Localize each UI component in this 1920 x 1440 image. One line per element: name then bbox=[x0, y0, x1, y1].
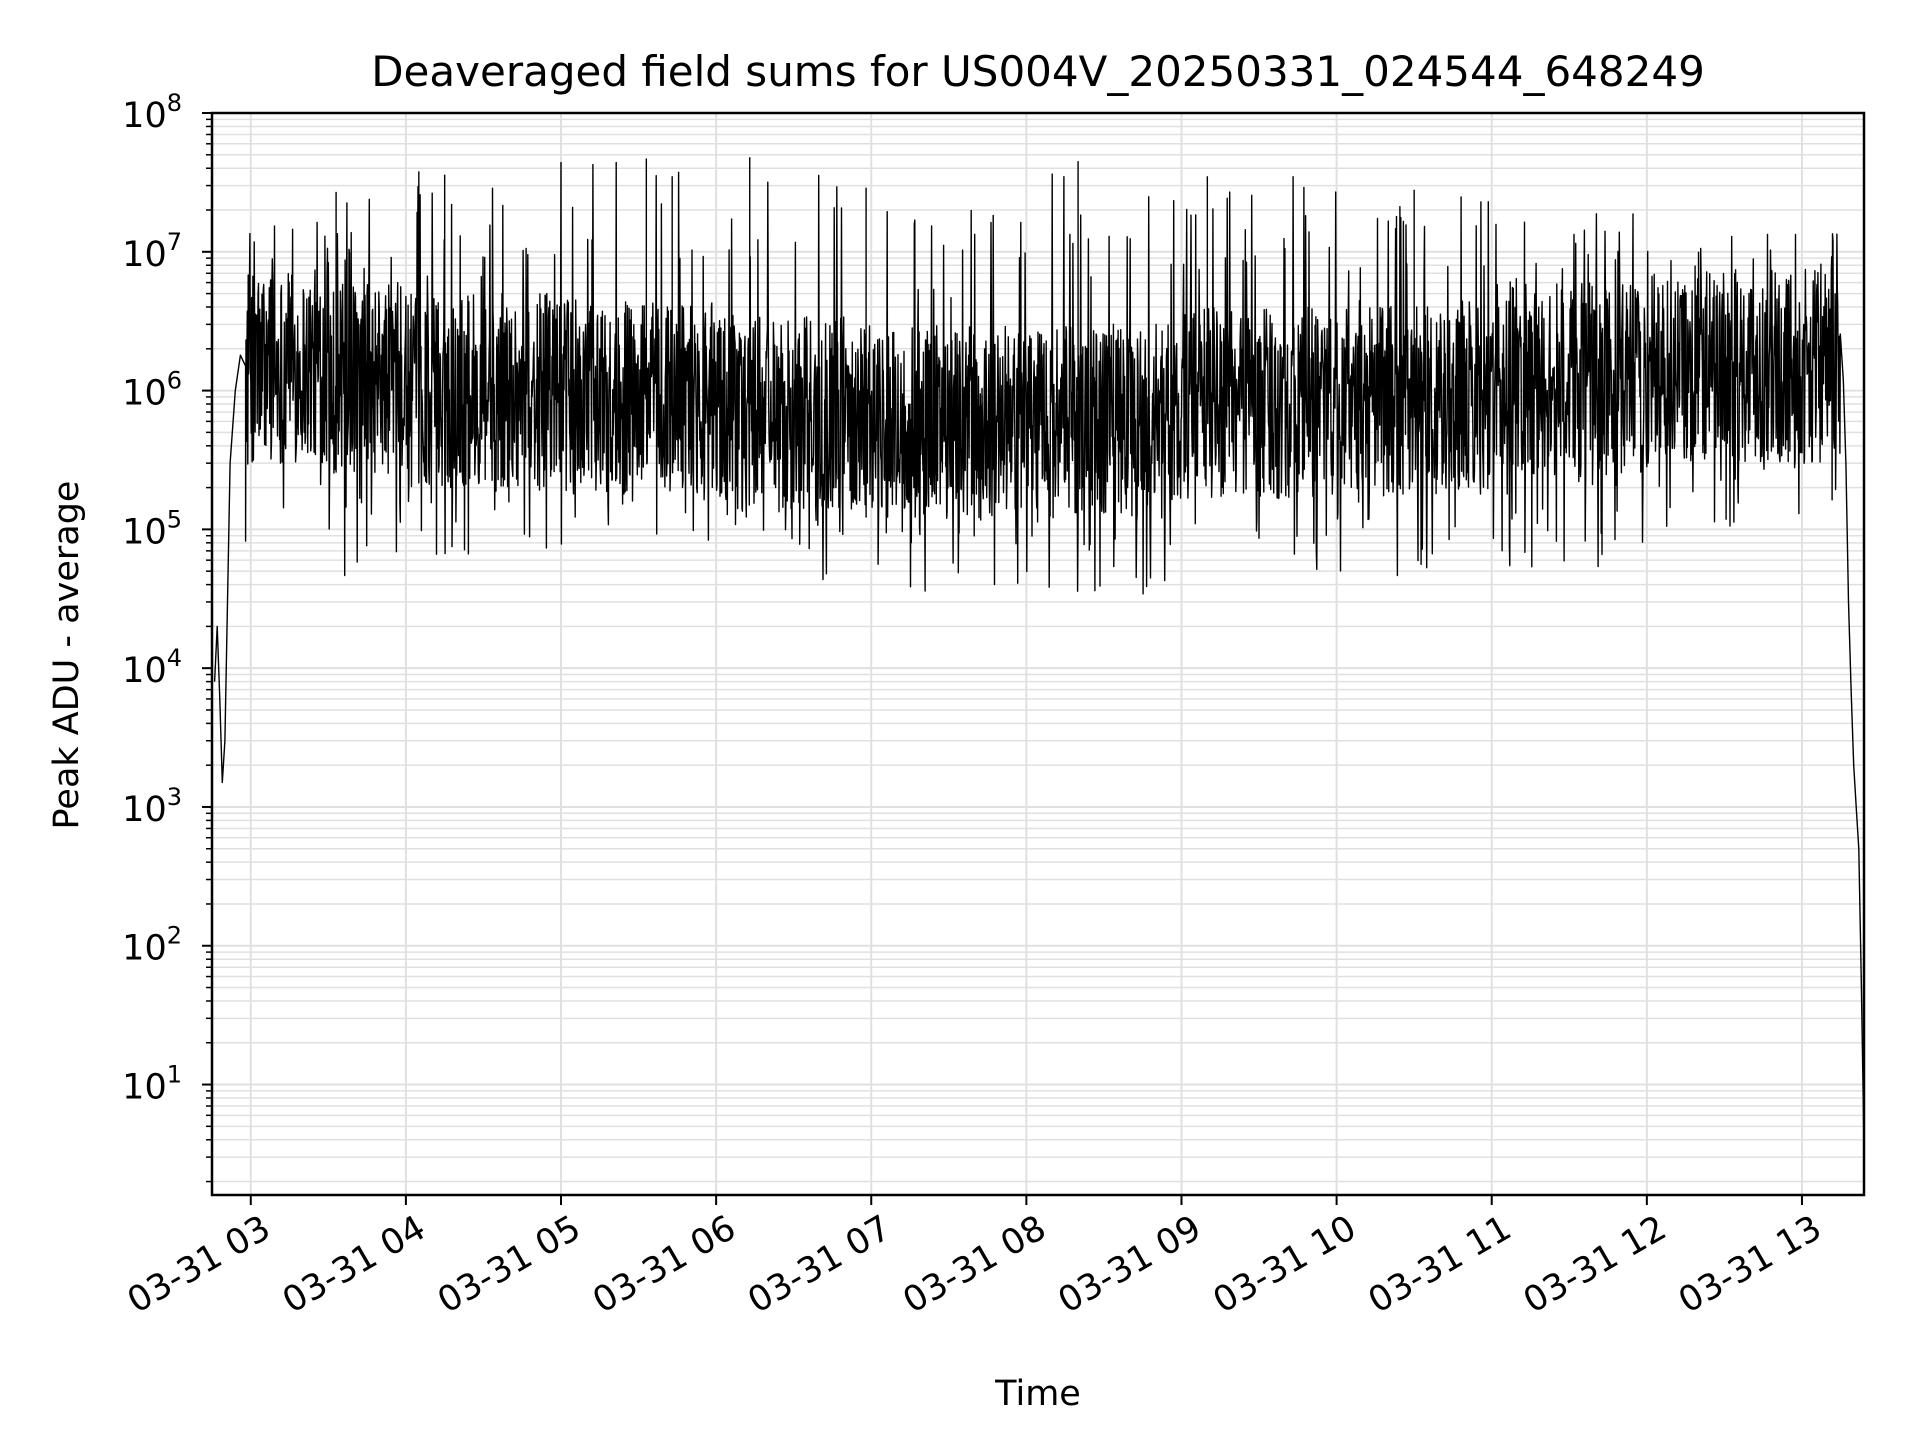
y-tick-label: 108 bbox=[122, 89, 182, 136]
chart-title: Deaveraged field sums for US004V_2025033… bbox=[371, 47, 1705, 96]
y-tick-label: 106 bbox=[122, 367, 182, 414]
y-axis-label: Peak ADU - average bbox=[47, 481, 87, 830]
y-tick-label: 101 bbox=[122, 1061, 182, 1108]
plot-area bbox=[213, 157, 1865, 1148]
series-line bbox=[213, 161, 1865, 1148]
y-tick-label: 102 bbox=[122, 922, 182, 969]
y-tick-label: 103 bbox=[122, 783, 182, 830]
plot-frame bbox=[210, 111, 1866, 1197]
y-tick-label: 107 bbox=[122, 228, 182, 275]
y-tick-label: 104 bbox=[122, 644, 182, 691]
y-tick-label: 105 bbox=[122, 505, 182, 552]
x-axis-label: Time bbox=[994, 1374, 1081, 1414]
